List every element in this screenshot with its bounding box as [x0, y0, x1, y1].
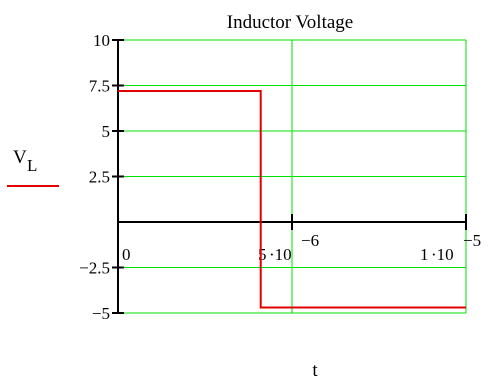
y-axis-label-main: V [13, 147, 27, 168]
series-group [118, 90, 466, 309]
y-tick-label: 10 [93, 31, 110, 50]
y-axis-label-subscript: L [27, 156, 37, 175]
x-tick-mantissa: 1 [420, 245, 429, 264]
y-tick-label: 7.5 [89, 77, 110, 96]
x-tick-label: 0 [122, 245, 131, 264]
x-tick-base: ·10 [269, 245, 292, 264]
x-ticks: 0 5·10−61·10−5 [117, 214, 481, 264]
series-line [118, 90, 466, 309]
x-axis-label: t [312, 360, 318, 381]
chart-title: Inductor Voltage [227, 12, 353, 33]
y-tick-label: −2.5 [79, 259, 110, 278]
x-tick-label: 1·10 −5 [420, 231, 481, 264]
x-tick-exponent: −5 [463, 231, 481, 250]
y-tick-label: 5 [102, 122, 111, 141]
y-tick-label: 2.5 [89, 168, 110, 187]
x-tick-mantissa: 5 [258, 245, 267, 264]
x-tick-label: 5·10 −6 [258, 231, 319, 264]
x-tick-base: ·10 [431, 245, 454, 264]
grid-lines [117, 39, 467, 314]
x-tick-exponent: −6 [301, 231, 319, 250]
y-axis-label: V L [7, 147, 59, 187]
y-tick-label: −5 [92, 304, 110, 323]
y-ticks: 10 7.5 5 2.5 −2.5 −5 [79, 31, 124, 323]
